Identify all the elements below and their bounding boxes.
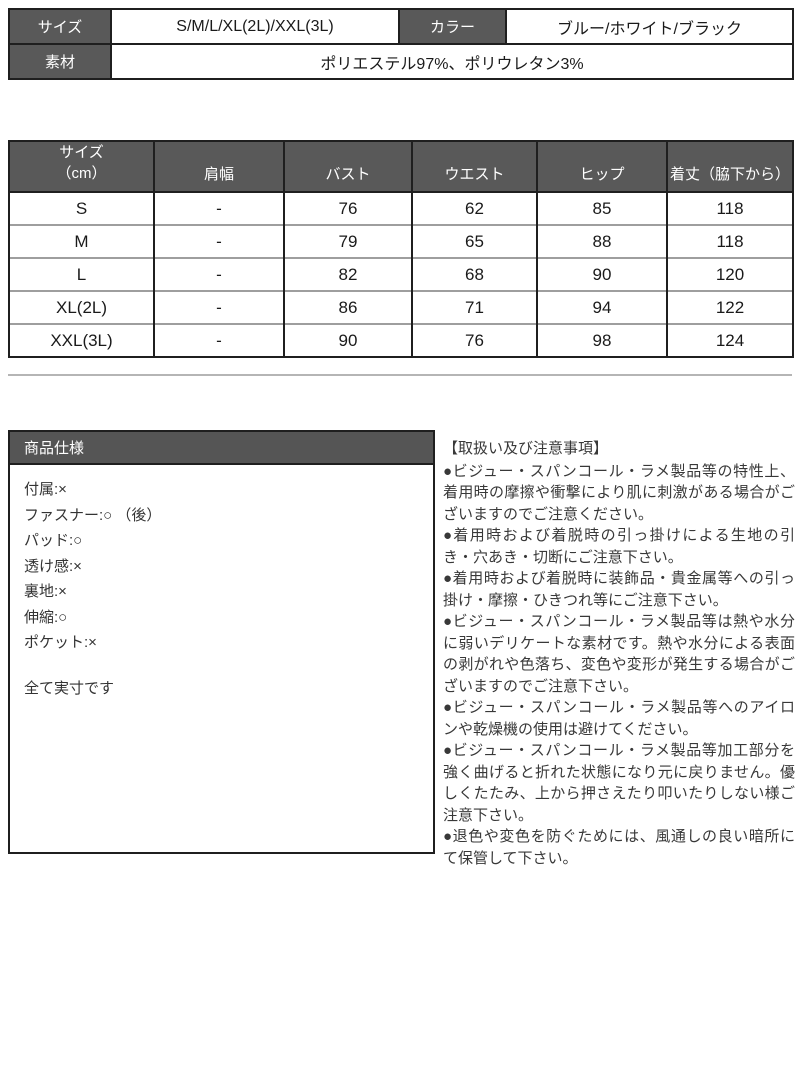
cell-shoulder: - [153,290,285,324]
cell-shoulder: - [153,323,285,358]
spec-item-pad: パッド:○ [24,532,83,549]
note-accessories: ●着用時および着脱時に装飾品・貴金属等への引っ掛け・摩擦・ひきつれ等にご注意下さ… [443,570,795,609]
cell-size: S [8,191,155,225]
cell-size: XXL(3L) [8,323,155,358]
note-friction: ●ビジュー・スパンコール・ラメ製品等の特性上、着用時の摩擦や衝撃により肌に刺激が… [443,462,795,523]
cell-hip: 98 [536,323,668,358]
header-shoulder: 肩幅 [153,140,285,193]
cell-length: 118 [666,224,794,258]
cell-bust: 82 [283,257,413,291]
cell-shoulder: - [153,257,285,291]
cropped-row-line [8,374,792,376]
header-bust: バスト [283,140,413,193]
cell-waist: 71 [411,290,538,324]
cell-waist: 76 [411,323,538,358]
material-label: 素材 [8,43,112,80]
cell-bust: 79 [283,224,413,258]
color-value: ブルー/ホワイト/ブラック [505,8,794,45]
color-label: カラー [398,8,507,45]
header-length: 着丈（脇下から） [666,140,794,193]
note-bending: ●ビジュー・スパンコール・ラメ製品等加工部分を強く曲げると折れた状態になり元に戻… [443,742,795,824]
spec-item-stretch: 伸縮:○ [24,608,68,626]
cell-hip: 94 [536,290,668,324]
cell-length: 118 [666,191,794,225]
cell-hip: 90 [536,257,668,291]
size-row-xxl: XXL(3L) - 90 76 98 124 [8,323,794,358]
spec-item-accessory: 付属:× [24,481,67,498]
material-value: ポリエステル97%、ポリウレタン3% [110,43,794,80]
cell-hip: 85 [536,191,668,225]
cell-hip: 88 [536,224,668,258]
size-chart-header-row: サイズ （cm） 肩幅 バスト ウエスト ヒップ 着丈（脇下から） [8,140,794,193]
note-iron-dryer: ●ビジュー・スパンコール・ラメ製品等へのアイロンや乾燥機の使用は避けてください。 [443,699,795,738]
summary-row-size-color: サイズ S/M/L/XL(2L)/XXL(3L) カラー ブルー/ホワイト/ブラ… [8,8,794,45]
size-label: サイズ [8,8,112,45]
cell-size: L [8,257,155,291]
cell-shoulder: - [153,224,285,258]
cell-waist: 65 [411,224,538,258]
note-storage: ●退色や変色を防ぐためには、風通しの良い暗所にて保管して下さい。 [443,828,795,867]
note-snagging: ●着用時および着脱時の引っ掛けによる生地の引き・穴あき・切断にご注意下さい。 [443,527,795,566]
header-waist: ウエスト [411,140,538,193]
size-chart-table: サイズ （cm） 肩幅 バスト ウエスト ヒップ 着丈（脇下から） S - 76… [8,140,794,358]
cell-waist: 62 [411,191,538,225]
spec-item-fastener: ファスナー:○ （後） [24,506,162,524]
product-spec-box: 商品仕様 付属:× ファスナー:○ （後） パッド:○ 透け感:× 裏地:× 伸… [8,430,435,854]
cell-size: M [8,224,155,258]
handling-notes-title: 【取扱い及び注意事項】 [443,440,609,457]
cell-size: XL(2L) [8,290,155,324]
header-size-line1: サイズ [59,144,104,161]
header-hip: ヒップ [536,140,668,193]
note-heat-moisture: ●ビジュー・スパンコール・ラメ製品等は熱や水分に弱いデリケートな素材です。熱や水… [443,613,795,695]
header-size-cm: サイズ （cm） [8,140,155,193]
spec-item-sheerness: 透け感:× [24,557,82,575]
product-spec-title-bar: 商品仕様 [10,432,433,465]
size-row-l: L - 82 68 90 120 [8,257,794,291]
product-spec-body: 付属:× ファスナー:○ （後） パッド:○ 透け感:× 裏地:× 伸縮:○ ポ… [10,465,433,713]
cell-bust: 86 [283,290,413,324]
size-row-xl: XL(2L) - 86 71 94 122 [8,290,794,324]
cell-length: 124 [666,323,794,358]
handling-notes: 【取扱い及び注意事項】 ●ビジュー・スパンコール・ラメ製品等の特性上、着用時の摩… [443,438,795,869]
spec-footnote: 全て実寸です [24,679,115,697]
cell-bust: 90 [283,323,413,358]
size-row-m: M - 79 65 88 118 [8,224,794,258]
product-spec-title: 商品仕様 [24,440,85,457]
summary-table: サイズ S/M/L/XL(2L)/XXL(3L) カラー ブルー/ホワイト/ブラ… [8,8,794,80]
cell-waist: 68 [411,257,538,291]
spec-item-pocket: ポケット:× [24,634,97,651]
cell-length: 122 [666,290,794,324]
size-row-s: S - 76 62 85 118 [8,191,794,225]
cell-shoulder: - [153,191,285,225]
size-value: S/M/L/XL(2L)/XXL(3L) [110,8,400,45]
spec-item-lining: 裏地:× [24,583,67,600]
header-size-line2: （cm） [56,165,107,182]
cell-bust: 76 [283,191,413,225]
summary-row-material: 素材 ポリエステル97%、ポリウレタン3% [8,43,794,80]
cell-length: 120 [666,257,794,291]
